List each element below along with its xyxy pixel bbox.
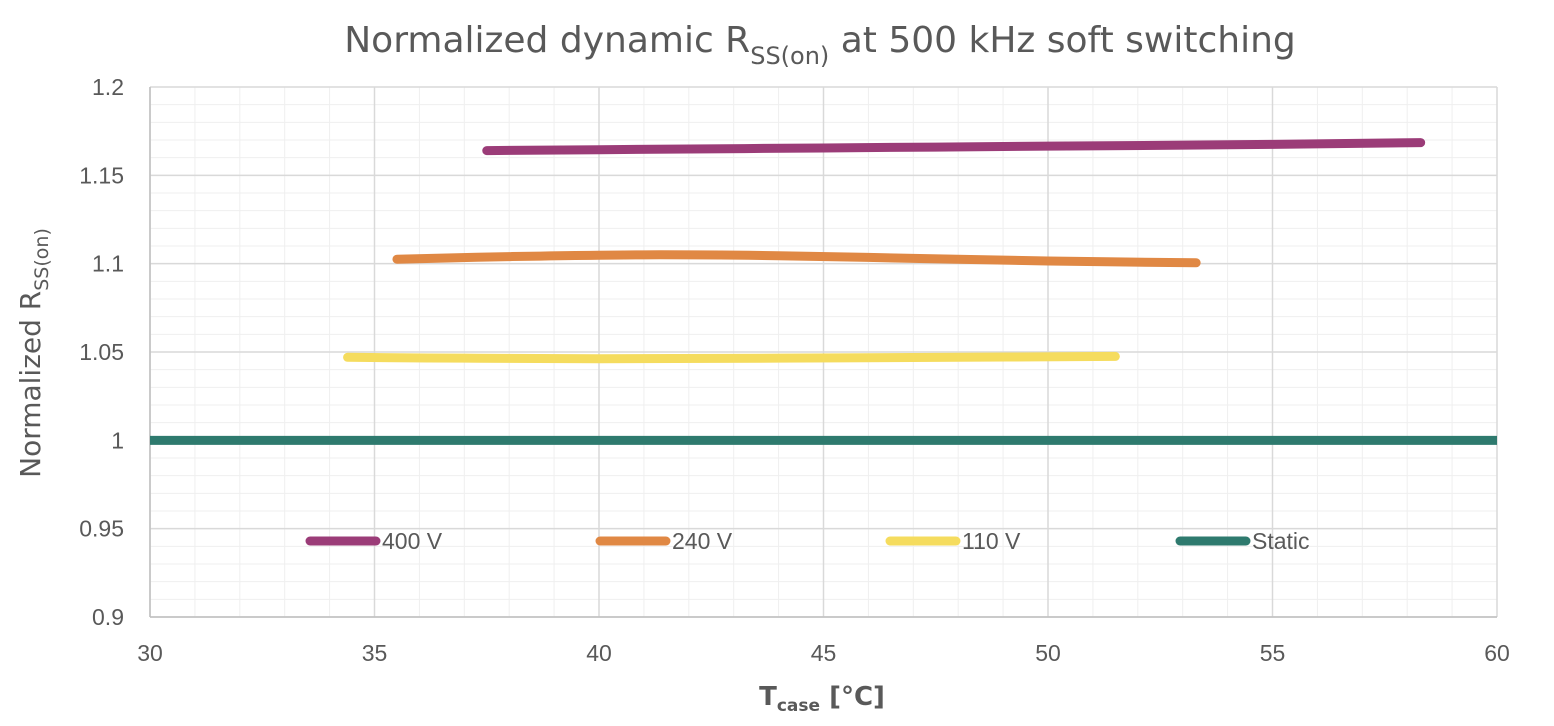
- y-tick-label: 0.95: [79, 516, 124, 542]
- chart-title: Normalized dynamic RSS(on) at 500 kHz so…: [344, 20, 1296, 70]
- x-tick-label: 55: [1260, 640, 1286, 666]
- series-lines: [150, 138, 1497, 445]
- legend-label-240-v: 240 V: [672, 528, 733, 554]
- y-tick-label: 1: [111, 427, 124, 453]
- legend-label-400-v: 400 V: [382, 528, 443, 554]
- grid: [149, 86, 1498, 618]
- series-line-110-v: [343, 351, 1120, 364]
- tick-labels: 30 35 40 45 50 55 60 0.9 0.95 1 1.05 1.1 1.15 1.2: [79, 74, 1510, 666]
- legend-label-110-v: 110 V: [962, 528, 1021, 554]
- y-tick-label: 1.05: [79, 339, 124, 365]
- series-line-240-v: [392, 250, 1201, 268]
- y-axis-title: Normalized RSS(on): [14, 228, 53, 478]
- x-tick-label: 50: [1035, 640, 1061, 666]
- x-tick-label: 35: [362, 640, 388, 666]
- y-tick-label: 0.9: [92, 604, 124, 630]
- legend-label-static: Static: [1252, 528, 1310, 554]
- series-line-400-v: [482, 138, 1426, 156]
- x-tick-label: 45: [811, 640, 837, 666]
- legend: 400 V 240 V 110 V Static: [305, 528, 1310, 554]
- x-axis-title: Tcase [°C]: [759, 682, 885, 716]
- x-tick-label: 60: [1484, 640, 1510, 666]
- y-tick-label: 1.15: [79, 162, 124, 188]
- x-tick-label: 40: [586, 640, 612, 666]
- x-tick-label: 30: [137, 640, 163, 666]
- y-tick-label: 1.1: [92, 251, 124, 277]
- y-tick-label: 1.2: [92, 74, 124, 100]
